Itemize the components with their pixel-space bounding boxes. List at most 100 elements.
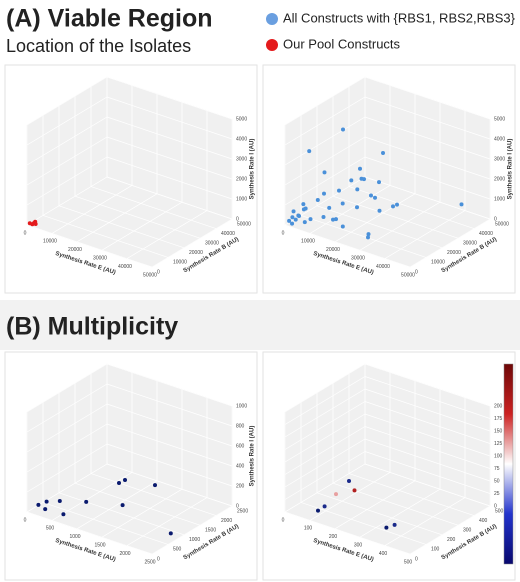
point: [334, 492, 338, 497]
x-tick-label: 50000: [401, 272, 415, 278]
point: [366, 235, 370, 240]
x-tick-label: 20000: [68, 247, 82, 253]
z-tick-label: 100: [494, 453, 503, 459]
point: [384, 525, 389, 530]
panel-a-title: (A) Viable Region: [6, 5, 213, 33]
panel-a-subtitle: Location of the Isolates: [6, 36, 191, 56]
y-tick-label: 1500: [205, 528, 216, 534]
x-tick-label: 0: [282, 230, 285, 236]
x-tick-label: 1000: [69, 534, 80, 540]
z-tick-label: 200: [236, 483, 245, 489]
y-tick-label: 2500: [237, 508, 248, 514]
point: [359, 176, 364, 181]
point: [459, 202, 464, 207]
y-tick-label: 0: [415, 269, 418, 275]
z-tick-label: 4000: [494, 136, 505, 142]
z-tick-label: 0: [494, 216, 497, 222]
x-tick-label: 30000: [93, 256, 107, 262]
y-tick-label: 500: [495, 508, 504, 514]
point: [352, 488, 357, 493]
grid-line: [364, 438, 491, 482]
grid-line: [332, 195, 459, 239]
grid-line: [409, 505, 491, 555]
point: [321, 214, 326, 219]
point: [84, 499, 89, 504]
grid-line: [106, 136, 233, 180]
y-tick-label: 10000: [431, 260, 445, 266]
point: [395, 202, 399, 207]
y-tick-label: 0: [157, 556, 160, 562]
y-tick-label: 10000: [173, 260, 187, 266]
grid-line: [348, 186, 475, 229]
grid-line: [364, 376, 491, 419]
point: [391, 204, 395, 209]
grid-line: [106, 156, 233, 200]
grid-line: [284, 156, 366, 206]
grid-line: [106, 116, 233, 160]
grid-line: [300, 502, 427, 545]
point: [302, 220, 307, 225]
point: [44, 499, 49, 504]
grid-line: [309, 472, 391, 521]
x-tick-label: 10000: [43, 239, 57, 245]
panel-b-title: (B) Multiplicity: [6, 313, 178, 341]
point: [290, 221, 295, 226]
y-tick-label: 40000: [479, 231, 493, 237]
point: [334, 217, 338, 222]
z-tick-label: 600: [236, 443, 245, 449]
grid-line: [26, 96, 108, 146]
x-tick-label: 2500: [144, 559, 155, 565]
z-tick-label: 4000: [236, 136, 247, 142]
z-tick-label: 75: [494, 466, 500, 472]
grid-line: [42, 215, 169, 258]
z-tick-label: 0: [236, 503, 239, 509]
z-tick-label: 0: [236, 216, 239, 222]
grid-line: [106, 176, 233, 220]
x-tick-label: 500: [46, 526, 55, 532]
point: [355, 187, 360, 192]
z-tick-label: 400: [236, 463, 245, 469]
z-tick-label: 1000: [236, 403, 247, 409]
grid-line: [26, 423, 108, 473]
grid-line: [26, 156, 108, 206]
grid-line: [58, 492, 185, 536]
grid-line: [284, 511, 411, 555]
x-tick-label: 1500: [94, 543, 105, 549]
grid-line: [364, 76, 491, 120]
grid-line: [106, 443, 233, 487]
point: [120, 503, 125, 508]
grid-line: [26, 224, 153, 268]
x-tick-label: 500: [404, 559, 413, 565]
point: [316, 508, 320, 513]
z-tick-label: 3000: [236, 156, 247, 162]
grid-line: [42, 502, 169, 545]
point: [322, 170, 327, 175]
grid-line: [106, 463, 233, 507]
x-tick-label: 100: [304, 526, 313, 532]
grid-line: [364, 388, 491, 432]
y-tick-label: 400: [479, 518, 488, 524]
grid-line: [26, 383, 108, 433]
x-tick-label: 40000: [376, 264, 390, 270]
grid-line: [364, 116, 491, 160]
y-tick-label: 2000: [221, 518, 232, 524]
grid-line: [284, 426, 366, 475]
grid-line: [74, 195, 201, 239]
point: [349, 178, 354, 183]
point: [355, 205, 359, 210]
grid-line: [51, 472, 133, 521]
point: [322, 191, 326, 196]
point: [296, 213, 301, 218]
z-tick-label: 5000: [494, 116, 505, 122]
point: [61, 512, 66, 517]
point: [340, 224, 345, 229]
legend-marker: [266, 13, 278, 25]
y-tick-label: 0: [157, 269, 160, 275]
grid-line: [151, 218, 233, 268]
y-tick-label: 50000: [495, 221, 509, 227]
grid-line: [364, 363, 491, 407]
z-axis-label: Synthesis Rate I (AU): [508, 139, 514, 200]
legend-label: All Constructs with {RBS1, RBS2,RBS3}: [283, 10, 516, 25]
point: [36, 502, 41, 507]
